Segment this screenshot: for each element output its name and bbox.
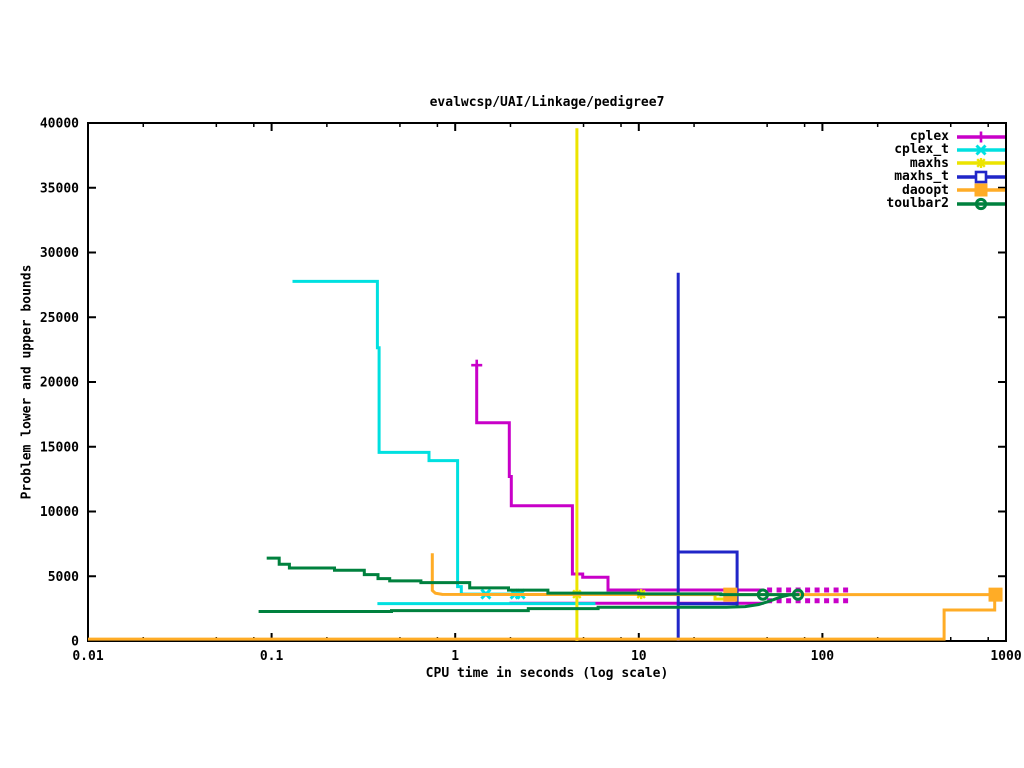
legend-label-maxhs: maxhs [909,155,949,171]
series-daoopt-line [88,594,997,641]
chart-title: evalwcsp/UAI/Linkage/pedigree7 [429,95,665,110]
legend-row-maxhs_t: maxhs_t [894,170,1006,183]
legend-label-daoopt: daoopt [902,182,949,198]
y-tick-label: 0 [71,635,79,650]
series-cplex-line [475,365,764,592]
series-daoopt-line [430,553,996,597]
x-tick-label: 1 [451,649,459,664]
legend-sample-daoopt [957,183,1005,197]
legend-sample-toulbar2 [957,197,1005,210]
legend-row-cplex_t: cplex_t [894,143,1006,156]
series-maxhs_t [676,272,739,641]
plot-border [87,122,1007,642]
ocircle-marker [974,197,988,210]
y-tick-label: 35000 [40,181,79,196]
y-tick-label: 5000 [48,570,79,585]
legend-row-cplex: cplex [910,130,1006,143]
legend-label-maxhs_t: maxhs_t [894,169,949,185]
osquare-marker [974,170,988,183]
y-tick-label: 25000 [40,311,79,326]
x-tick-label: 0.01 [72,649,103,664]
legend-sample-cplex [957,131,1005,142]
legend-row-maxhs: maxhs [910,157,1006,170]
y-tick-label: 15000 [40,440,79,455]
series-maxhs [571,128,731,641]
ocircle-marker [756,588,769,601]
x-tick-label: 10 [631,649,647,664]
star-marker [976,158,986,169]
x-axis-label: CPU time in seconds (log scale) [425,666,669,681]
series-cplex [471,359,851,605]
ocircle-marker [791,588,805,601]
fsquare-marker [988,587,1003,602]
cross-marker [975,144,987,156]
y-tick-label: 20000 [40,376,79,391]
series-toulbar2-line [258,593,799,613]
legend-sample-maxhs [957,158,1005,169]
legend-label-cplex: cplex [909,129,949,144]
legend-row-toulbar2: toulbar2 [886,197,1006,210]
y-tick-label: 30000 [40,246,79,261]
x-tick-label: 1000 [990,649,1021,664]
y-tick-label: 10000 [40,505,79,520]
y-tick-label: 40000 [40,117,79,132]
x-tick-label: 0.1 [260,649,284,664]
x-tick-label: 100 [811,649,835,664]
series-cplex_t-line [292,279,524,596]
series-daoopt [88,553,1003,641]
plus-marker [975,131,987,142]
legend-label-cplex_t: cplex_t [894,142,949,158]
fsquare-marker [974,183,988,197]
legend-row-daoopt: daoopt [902,182,1006,198]
legend-sample-cplex_t [957,144,1005,156]
plus-marker [471,359,483,371]
series-toulbar2-line [266,556,800,597]
series-toulbar2 [258,556,805,613]
series-cplex_t [292,279,596,606]
legend-label-toulbar2: toulbar2 [886,196,949,211]
legend-sample-maxhs_t [957,170,1005,183]
